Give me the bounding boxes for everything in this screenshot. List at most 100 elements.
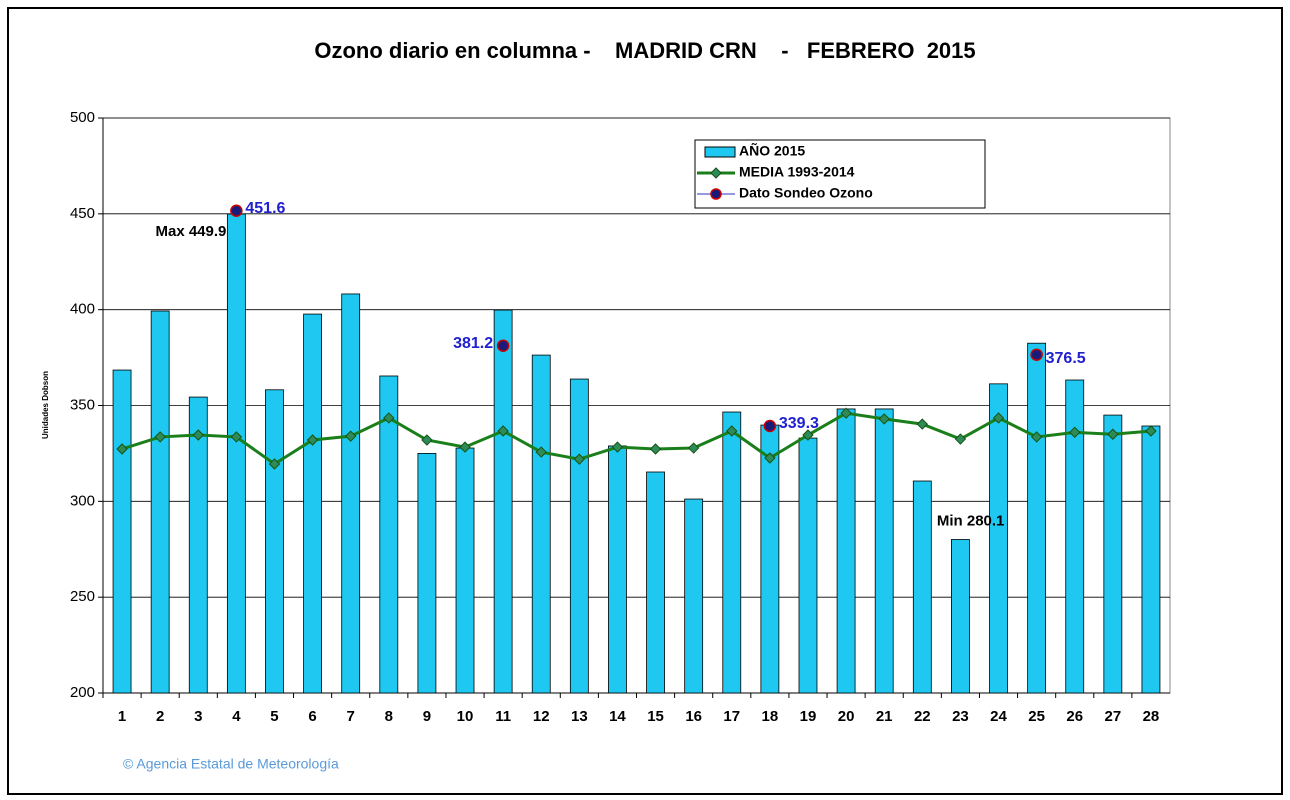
annotation: Min 280.1: [937, 512, 1005, 529]
x-tick-label: 4: [232, 708, 241, 725]
x-tick-label: 23: [952, 708, 969, 725]
mean-marker: [497, 425, 509, 437]
mean-marker: [116, 443, 128, 455]
bar: [303, 313, 322, 694]
y-tick-label: 200: [70, 684, 95, 701]
x-tick-label: 24: [990, 708, 1007, 725]
y-axis-label: Unidades Dobson: [41, 371, 50, 439]
bar: [112, 369, 132, 694]
mean-marker: [268, 458, 281, 470]
mean-marker: [573, 453, 586, 465]
mean-marker: [726, 425, 738, 437]
chart-title: Ozono diario en columna - MADRID CRN - F…: [314, 38, 975, 63]
bar: [531, 354, 551, 694]
x-tick-label: 18: [762, 708, 779, 725]
y-tick-label: 500: [70, 109, 95, 126]
bar: [341, 293, 361, 694]
mean-marker: [687, 442, 700, 454]
mean-marker: [992, 412, 1005, 424]
bar: [265, 389, 284, 694]
x-tick-label: 6: [308, 708, 316, 725]
mean-marker: [192, 429, 204, 441]
bar: [188, 396, 208, 694]
mean-marker: [878, 413, 890, 425]
bar: [836, 408, 856, 694]
bar: [569, 378, 589, 694]
bar: [646, 471, 665, 694]
bar: [493, 309, 513, 694]
sounding-point: [763, 419, 777, 433]
sounding-label: 376.5: [1046, 350, 1086, 367]
x-tick-label: 2: [156, 708, 164, 725]
mean-marker: [383, 412, 395, 424]
sounding-label: 339.3: [779, 415, 819, 432]
legend-swatch: [704, 146, 736, 158]
x-tick-label: 14: [609, 708, 626, 725]
bar: [874, 408, 894, 694]
sounding-point: [496, 339, 510, 352]
bar: [989, 383, 1008, 694]
legend-swatch: [710, 167, 722, 179]
bar: [798, 437, 818, 694]
legend-label: AÑO 2015: [739, 142, 805, 159]
y-tick-label: 450: [70, 205, 95, 222]
x-tick-label: 13: [571, 708, 588, 725]
bar: [912, 480, 932, 694]
x-tick-label: 7: [347, 708, 355, 725]
mean-marker: [840, 407, 852, 419]
sounding-point: [230, 204, 243, 218]
bar: [684, 498, 704, 694]
mean-marker: [1030, 431, 1043, 443]
x-tick-label: 27: [1104, 708, 1121, 725]
x-tick-label: 26: [1066, 708, 1083, 725]
bar: [760, 424, 780, 694]
sounding-label: 381.2: [453, 335, 493, 352]
x-tick-label: 21: [876, 708, 893, 725]
legend-label: MEDIA 1993-2014: [739, 164, 855, 180]
mean-marker: [1069, 426, 1081, 439]
footer: © Agencia Estatal de Meteorología: [123, 756, 339, 772]
x-tick-label: 22: [914, 708, 931, 725]
x-tick-label: 17: [723, 708, 740, 725]
x-tick-label: 28: [1143, 708, 1160, 725]
x-tick-label: 5: [270, 708, 278, 725]
x-tick-label: 8: [385, 708, 393, 725]
bar: [951, 539, 970, 694]
mean-marker: [344, 430, 357, 442]
y-tick-label: 350: [70, 396, 95, 413]
x-tick-label: 25: [1028, 708, 1045, 725]
mean-marker: [1107, 428, 1119, 440]
legend-label: Dato Sondeo Ozono: [739, 185, 873, 201]
annotation: Max 449.9: [155, 223, 226, 240]
bar: [379, 375, 399, 694]
x-tick-label: 10: [457, 708, 474, 725]
x-tick-label: 9: [423, 708, 431, 725]
mean-marker: [421, 434, 433, 446]
mean-marker: [306, 434, 319, 446]
mean-marker: [535, 446, 547, 458]
x-tick-label: 16: [685, 708, 702, 725]
bar: [1027, 342, 1047, 694]
bar: [1141, 425, 1161, 694]
sounding-point: [1030, 348, 1043, 361]
bar: [455, 447, 475, 694]
mean-marker: [802, 429, 814, 441]
bar: [417, 453, 437, 694]
bar: [1065, 379, 1085, 694]
bar: [722, 411, 742, 694]
x-tick-label: 15: [647, 708, 664, 725]
y-tick-label: 250: [70, 588, 95, 605]
x-tick-label: 12: [533, 708, 550, 725]
sounding-label: 451.6: [245, 200, 285, 217]
y-tick-label: 400: [70, 301, 95, 318]
mean-marker: [230, 431, 243, 443]
mean-marker: [459, 441, 471, 453]
bar: [608, 445, 627, 694]
bar: [226, 213, 246, 694]
x-tick-label: 19: [800, 708, 817, 725]
x-tick-label: 3: [194, 708, 202, 725]
mean-marker: [1145, 425, 1157, 437]
x-tick-label: 1: [118, 708, 126, 725]
